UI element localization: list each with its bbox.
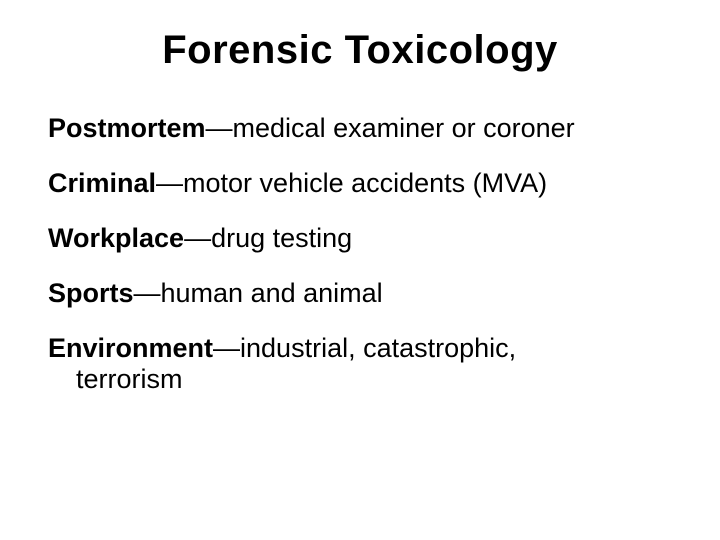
term: Workplace: [48, 223, 184, 253]
term: Environment: [48, 333, 213, 363]
desc: —human and animal: [134, 278, 383, 308]
desc: —motor vehicle accidents (MVA): [156, 168, 547, 198]
term: Criminal: [48, 168, 156, 198]
list-item: Criminal—motor vehicle accidents (MVA): [48, 168, 576, 199]
desc: —medical examiner or coroner: [206, 113, 575, 143]
slide: Forensic Toxicology Postmortem—medical e…: [0, 0, 720, 540]
list-item: Workplace—drug testing: [48, 223, 576, 254]
desc: —drug testing: [184, 223, 352, 253]
list-item: Sports—human and animal: [48, 278, 576, 309]
item-list: Postmortem—medical examiner or coroner C…: [48, 113, 672, 395]
term: Sports: [48, 278, 134, 308]
list-item: Postmortem—medical examiner or coroner: [48, 113, 576, 144]
slide-title: Forensic Toxicology: [48, 28, 672, 73]
term: Postmortem: [48, 113, 206, 143]
list-item: Environment—industrial, catastrophic, te…: [48, 333, 576, 395]
